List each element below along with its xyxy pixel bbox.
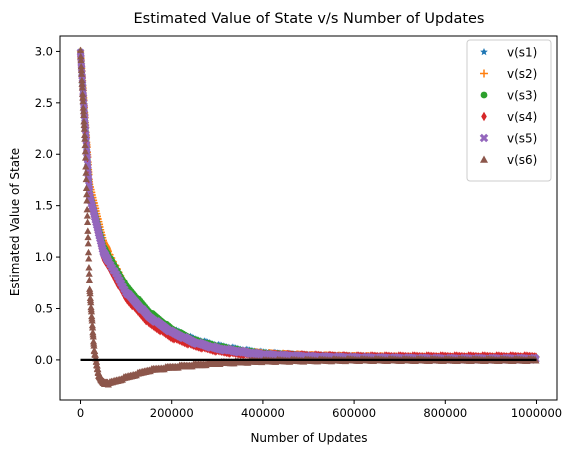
legend-item: v(s4): [481, 110, 537, 124]
x-tick-label: 600000: [332, 406, 376, 420]
data-point: [81, 141, 89, 149]
legend-item: v(s2): [480, 67, 537, 81]
legend-label: v(s3): [507, 89, 537, 103]
legend-marker: [479, 133, 489, 143]
legend-item: v(s5): [479, 132, 537, 146]
chart-title: Estimated Value of State v/s Number of U…: [133, 11, 484, 27]
data-point: [83, 218, 92, 225]
data-point: [78, 80, 86, 87]
y-tick-label: 2.5: [35, 96, 53, 110]
data-point: [80, 117, 88, 125]
data-point: [90, 342, 98, 349]
data-point: [77, 62, 85, 70]
data-point: [80, 111, 88, 119]
data-point: [82, 175, 90, 183]
data-point: [87, 307, 96, 315]
legend-box: [466, 39, 552, 182]
data-point: [83, 190, 91, 198]
y-tick-label: 3.0: [35, 44, 53, 58]
legend-item: v(s1): [480, 46, 537, 60]
y-axis: 0.0 0.5 1.0 1.5 2.0 2.5 3.0: [35, 44, 60, 367]
x-tick-label: 1000000: [511, 406, 562, 420]
legend-item: v(s3): [480, 89, 537, 103]
data-point: [82, 184, 91, 191]
data-point: [84, 248, 93, 256]
data-point: [77, 56, 85, 64]
y-tick-label: 1.0: [35, 250, 53, 264]
legend-marker: [480, 155, 488, 163]
data-point: [79, 97, 87, 105]
legend: v(s1) v(s2) v(s3) v(s4) v(s5) v(s6): [466, 39, 552, 182]
data-point: [78, 90, 87, 97]
data-point: [92, 358, 101, 365]
legend-marker: [480, 48, 488, 56]
y-tick-label: 2.0: [35, 147, 53, 161]
data-point: [76, 46, 85, 54]
data-point: [78, 84, 86, 91]
data-point: [86, 289, 94, 297]
y-tick-label: 0.5: [35, 301, 53, 315]
legend-label: v(s2): [507, 67, 537, 81]
data-point: [84, 227, 92, 234]
data-point: [81, 154, 90, 161]
y-tick-label: 0.0: [35, 353, 53, 367]
data-point: [85, 270, 93, 277]
data-point: [77, 66, 86, 74]
data-point: [81, 131, 89, 139]
legend-label: v(s6): [507, 153, 537, 167]
legend-marker: [480, 91, 488, 99]
plot-area: [76, 46, 540, 388]
y-axis-label: Estimated Value of State: [8, 148, 22, 296]
data-point: [88, 317, 96, 324]
data-point: [91, 351, 99, 358]
data-point: [82, 163, 90, 170]
x-axis: 0 200000 400000 600000 800000 1000000: [77, 400, 562, 420]
x-tick-label: 800000: [423, 406, 467, 420]
data-point: [91, 347, 99, 355]
axes-frame: [59, 35, 558, 401]
data-point: [78, 76, 86, 84]
legend-label: v(s4): [507, 110, 537, 124]
legend-item: v(s6): [480, 153, 537, 167]
data-point: [85, 255, 93, 262]
legend-label: v(s1): [507, 46, 537, 60]
data-point: [89, 333, 97, 340]
x-tick-label: 0: [77, 406, 84, 420]
data-point: [77, 52, 85, 60]
data-point: [80, 121, 88, 129]
data-point: [85, 263, 93, 271]
data-point: [94, 365, 102, 373]
data-point: [80, 125, 88, 132]
data-point: [83, 212, 91, 219]
legend-label: v(s5): [507, 132, 537, 146]
data-point: [93, 362, 101, 369]
data-point: [85, 276, 94, 283]
x-axis-label: Number of Updates: [250, 431, 367, 445]
legend-marker: [481, 111, 487, 122]
data-point: [79, 107, 88, 115]
data-point: [81, 135, 89, 142]
data-point: [84, 239, 92, 247]
data-point: [79, 94, 87, 101]
x-tick-label: 400000: [241, 406, 285, 420]
data-point: [78, 70, 86, 77]
x-tick-label: 200000: [150, 406, 194, 420]
y-tick-label: 1.5: [35, 199, 53, 213]
legend-marker: [480, 69, 488, 78]
data-point: [79, 104, 87, 111]
data-point: [83, 197, 91, 204]
data-point: [87, 298, 95, 306]
data-point: [89, 323, 97, 331]
data-point: [83, 205, 91, 213]
data-point: [81, 147, 89, 155]
data-point: [84, 233, 92, 241]
data-point: [82, 169, 90, 176]
